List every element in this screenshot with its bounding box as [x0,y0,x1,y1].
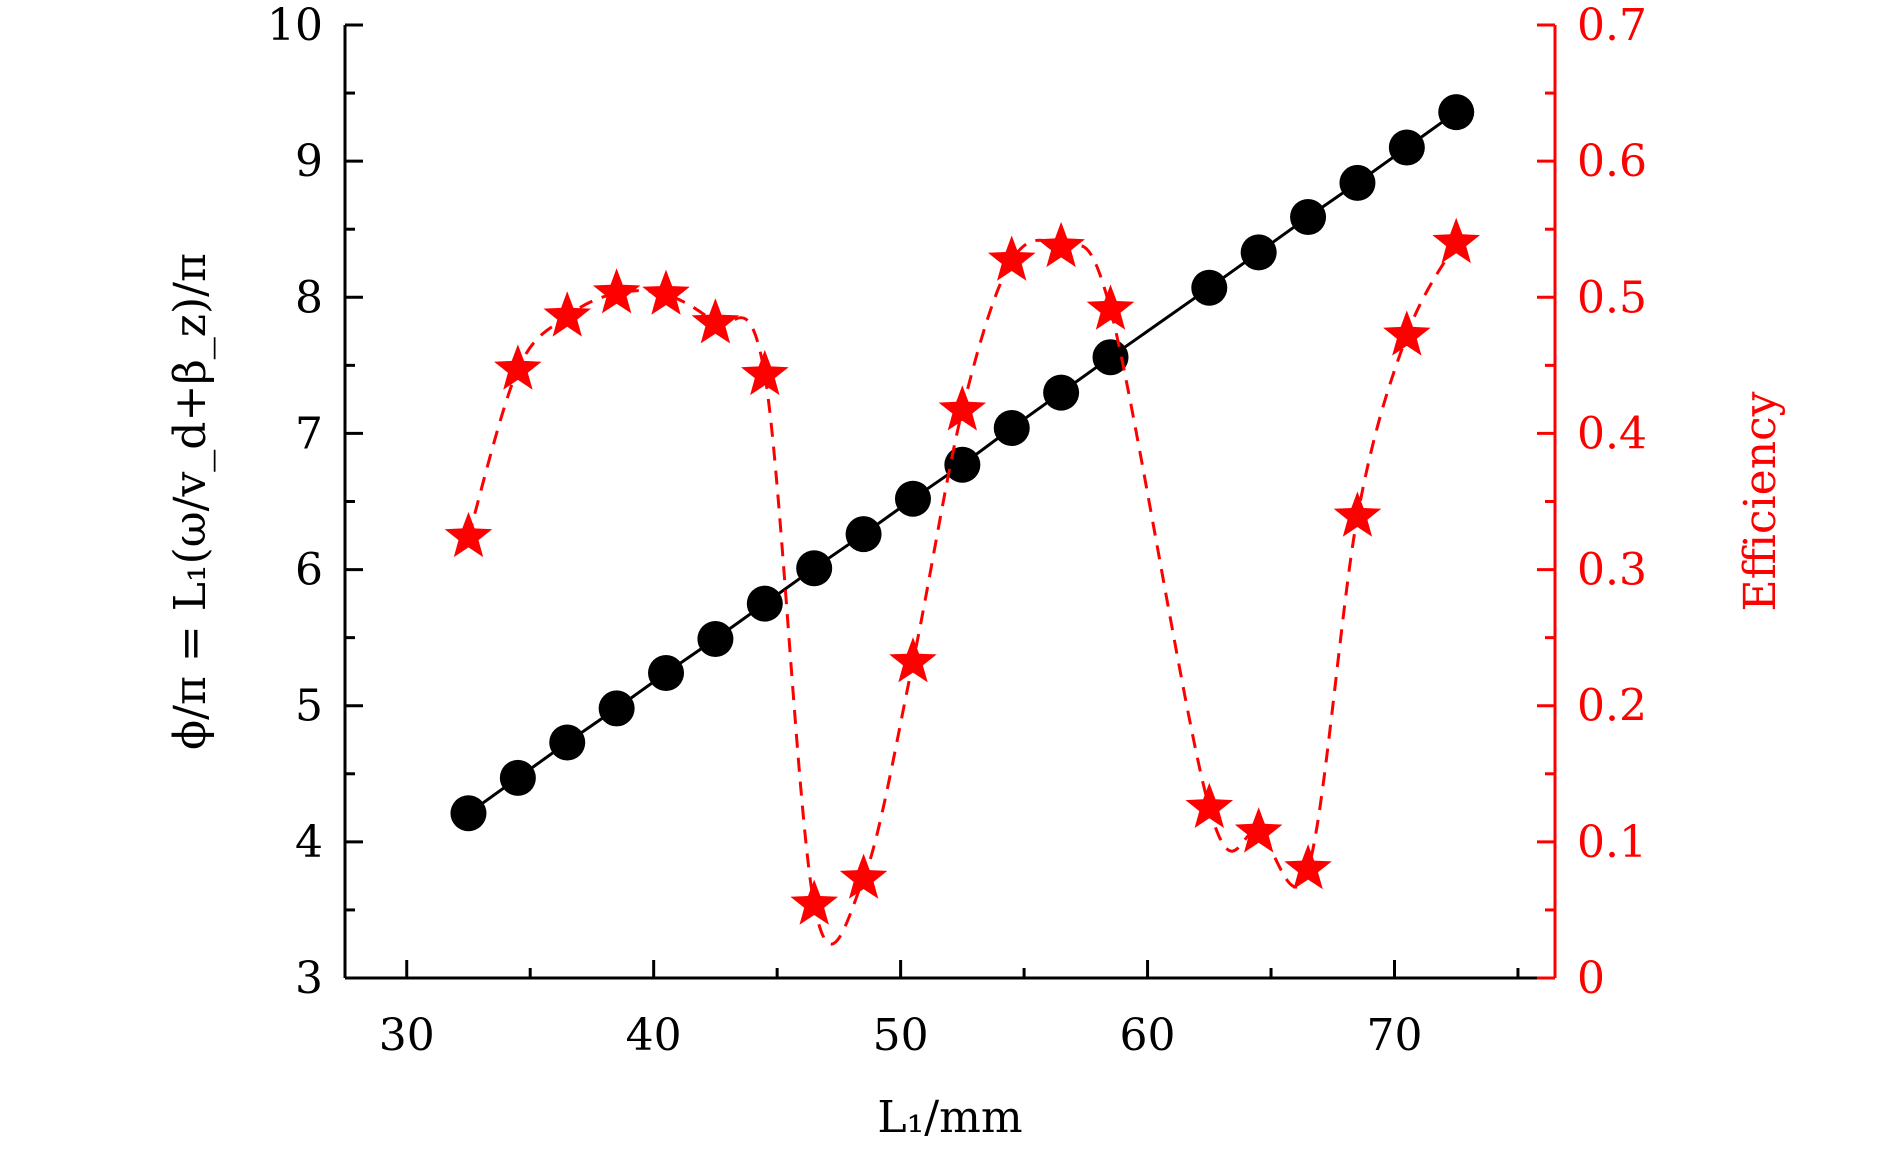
efficiency-point [1086,284,1135,330]
efficiency-point [444,511,493,558]
phase-point [549,724,586,761]
efficiency-point [642,269,690,315]
y-tick-label: 8 [295,272,323,323]
x-tick-label: 30 [379,1010,435,1061]
series-layer [444,94,1480,946]
efficiency-point [1037,221,1085,268]
y-tick-label: 5 [295,681,323,732]
phase-point [648,655,685,692]
efficiency-point [938,385,987,431]
phase-point [1388,129,1425,166]
efficiency-series-line [467,238,1458,946]
phase-point [1191,269,1228,306]
y2-tick-label: 0.7 [1577,0,1647,51]
x-tick-label: 60 [1120,1010,1176,1061]
efficiency-point [543,291,591,337]
phase-point [598,690,635,727]
labels-layer: L₁/mm ϕ/π = L₁(ω/v_d+β_z)/π Efficiency [165,253,1786,1143]
y-axis-title: ϕ/π = L₁(ω/v_d+β_z)/π [165,253,216,750]
phase-point [894,480,931,517]
efficiency-point [592,268,641,314]
phase-point [796,550,833,587]
phase-point [1240,234,1277,271]
phase-point [1043,374,1080,411]
phase-point [1290,198,1327,235]
y2-tick-label: 0.3 [1577,545,1647,596]
efficiency-point [494,344,542,390]
phase-point [1092,339,1129,376]
x-tick-label: 40 [626,1010,682,1061]
phase-point [1438,94,1475,131]
y2-tick-label: 0.1 [1577,817,1647,868]
efficiency-point [1383,310,1431,356]
y-tick-label: 4 [295,817,323,868]
y-tick-label: 7 [295,408,323,459]
y2-tick-label: 0.5 [1577,272,1647,323]
phase-point [499,759,536,796]
efficiency-point [741,349,789,396]
phase-point [697,621,734,658]
y-tick-label: 3 [295,953,323,1004]
phase-point [1339,164,1376,201]
efficiency-point [1333,491,1382,537]
y-tick-label: 6 [295,545,323,596]
y-tick-label: 10 [267,0,323,51]
y2-tick-label: 0.4 [1577,408,1647,459]
y2-axis-title: Efficiency [1735,391,1786,611]
x-tick-label: 50 [873,1010,929,1061]
phase-point [993,409,1030,446]
phase-point [746,585,783,622]
y2-tick-label: 0.2 [1577,681,1647,732]
efficiency-point [1234,807,1283,853]
efficiency-point [691,298,740,344]
efficiency-point [988,235,1036,281]
efficiency-point [839,853,888,899]
axes-layer: 30 40 50 60 70 3 4 5 6 7 8 9 10 0 0.1 0.2 0.3 0.4 0.5 0.6 0.… [267,0,1647,1061]
x-tick-label: 70 [1366,1010,1422,1061]
phase-point [944,446,981,483]
phase-point [845,516,882,553]
efficiency-point [1432,217,1480,264]
efficiency-point [790,879,838,925]
y-tick-label: 9 [295,136,323,187]
efficiency-point [1185,782,1234,828]
y2-tick-label: 0.6 [1577,136,1647,187]
y2-tick-label: 0 [1577,953,1605,1004]
efficiency-point [1284,844,1332,890]
x-axis-title: L₁/mm [877,1092,1022,1143]
efficiency-point [889,637,937,683]
phase-point [450,795,487,832]
